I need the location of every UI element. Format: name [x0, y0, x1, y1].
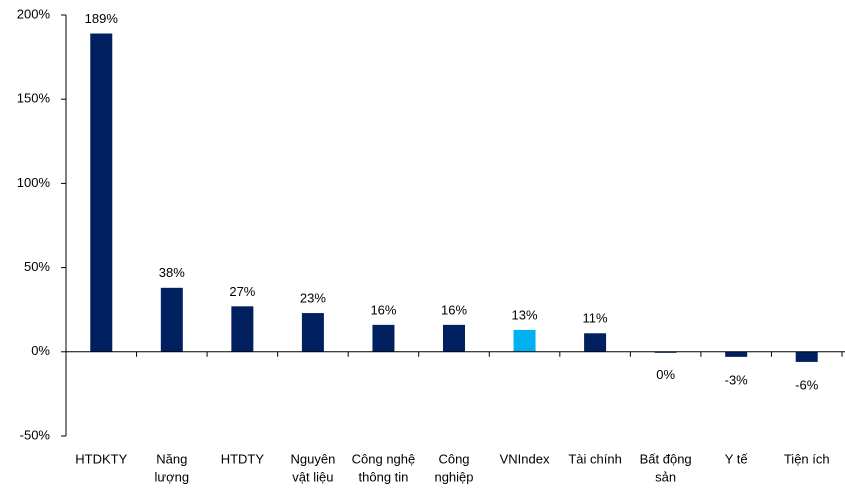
y-tick-label: 200%	[17, 6, 51, 21]
x-tick-label: nghiệp	[434, 469, 473, 484]
y-tick-label: -50%	[20, 427, 51, 442]
x-tick-label: sản	[655, 469, 676, 484]
bar	[231, 306, 254, 352]
bar	[725, 351, 748, 357]
x-tick-label: HTDTY	[221, 451, 265, 466]
bar	[160, 287, 183, 352]
bar	[443, 324, 465, 352]
x-tick-label: Tiện ích	[784, 451, 830, 466]
y-tick-label: 0%	[31, 343, 50, 358]
x-tick-label: thông tin	[359, 469, 409, 484]
value-label: 16%	[370, 302, 396, 317]
value-label: -3%	[725, 372, 749, 387]
x-tick-label: vật liệu	[292, 469, 333, 484]
value-label: 23%	[300, 291, 326, 306]
value-label: -6%	[795, 377, 819, 392]
x-tick-label: Nguyên	[291, 451, 336, 466]
x-tick-label: Y tế	[725, 451, 749, 466]
value-label: 189%	[85, 11, 119, 26]
value-label: 27%	[229, 284, 255, 299]
bar	[90, 33, 113, 352]
value-label: 11%	[583, 311, 608, 326]
x-tick-label: Công	[438, 451, 469, 466]
y-tick-label: 50%	[24, 259, 50, 274]
value-label: 13%	[512, 307, 538, 322]
y-tick-label: 150%	[17, 91, 51, 106]
bar	[795, 351, 818, 362]
bar	[584, 333, 607, 352]
x-tick-label: Công nghệ	[352, 451, 416, 466]
bar	[372, 324, 395, 352]
x-tick-label: Năng	[156, 451, 187, 466]
x-tick-label: Bất động	[640, 451, 692, 466]
value-label: 0%	[656, 367, 675, 382]
x-tick-label: VNIndex	[500, 451, 550, 466]
value-label: 16%	[441, 302, 467, 317]
value-label: 38%	[159, 265, 185, 280]
bar	[301, 313, 324, 352]
x-tick-label: Tài chính	[568, 451, 621, 466]
bar	[513, 329, 536, 352]
x-tick-label: HTDKTY	[75, 451, 127, 466]
y-tick-label: 100%	[17, 175, 51, 190]
x-tick-label: lượng	[155, 469, 190, 484]
